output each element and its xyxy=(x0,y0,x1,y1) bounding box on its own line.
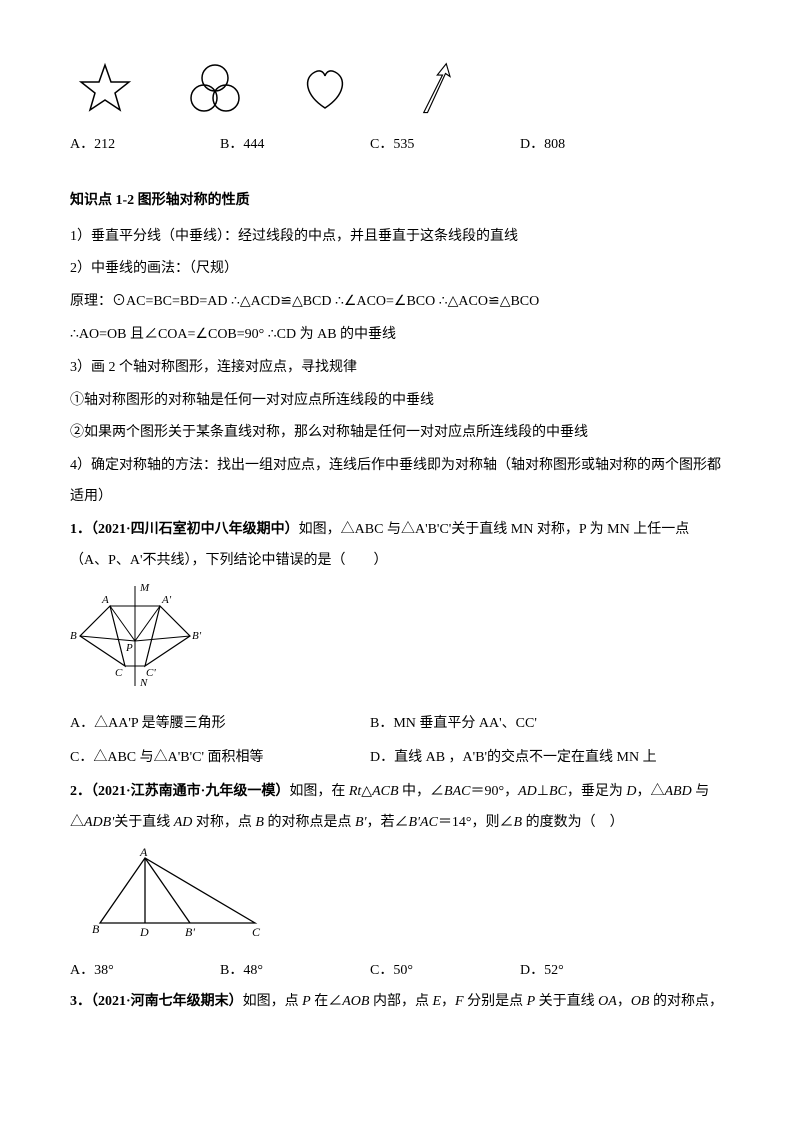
q2-t26: B xyxy=(514,815,523,830)
q2-label-Bp: B' xyxy=(185,925,195,938)
q3-t1: 如图，点 xyxy=(243,994,303,1009)
q2-t4: ACB xyxy=(372,784,398,799)
q2-t22: B' xyxy=(355,815,367,830)
q3-t7: ， xyxy=(441,994,455,1009)
q3-t10: P xyxy=(527,994,536,1009)
q2-label-D: D xyxy=(139,925,149,938)
q2-t17: 关于直线 xyxy=(114,815,174,830)
q3-t4: AOB xyxy=(342,994,369,1009)
q3-t13: ， xyxy=(617,994,631,1009)
q2-t7: ＝90°， xyxy=(470,784,518,799)
q1-option-b: B．MN 垂直平分 AA'、CC' xyxy=(370,709,670,740)
option-c: C．535 xyxy=(370,130,520,161)
section-title: 知识点 1-2 图形轴对称的性质 xyxy=(70,186,724,217)
q2-t25: ＝14°，则∠ xyxy=(438,815,514,830)
question-2: 2．（2021·江苏南通市·九年级一模）如图，在 Rt△ACB 中，∠BAC＝9… xyxy=(70,777,724,839)
q2-options: A．38° B．48° C．50° D．52° xyxy=(70,956,724,987)
q2-t5: 中，∠ xyxy=(399,784,445,799)
q2-t20: B xyxy=(255,815,264,830)
q2-t19: 对称，点 xyxy=(192,815,255,830)
q3-t14: OB xyxy=(631,994,650,1009)
line-3: 原理：⊙AC=BC=BD=AD ∴△ACD≌△BCD ∴∠ACO=∠BCO ∴△… xyxy=(70,287,724,318)
q2-t14: ABD xyxy=(664,784,691,799)
q2-label-C: C xyxy=(252,925,261,938)
label-A: A xyxy=(101,594,109,606)
q2-t1: 如图，在 xyxy=(289,784,349,799)
line-8: 4）确定对称轴的方法：找出一组对应点，连线后作中垂线即为对称轴（轴对称图形或轴对… xyxy=(70,451,724,513)
q1-option-d: D．直线 AB ，A'B'的交点不一定在直线 MN 上 xyxy=(370,743,670,774)
question-1: 1．（2021·四川石室初中八年级期中）如图，△ABC 与△A'B'C'关于直线… xyxy=(70,515,724,577)
q1-options: A．△AA'P 是等腰三角形 B．MN 垂直平分 AA'、CC' C．△ABC … xyxy=(70,709,724,777)
label-B: B xyxy=(70,630,77,642)
star-shape xyxy=(70,60,140,120)
q2-t13: ，△ xyxy=(636,784,664,799)
q2-label-B: B xyxy=(92,922,100,936)
q2-t2: Rt xyxy=(349,784,361,799)
q2-label-A: A xyxy=(139,848,148,859)
q2-t24: B'AC xyxy=(409,815,438,830)
q2-option-b: B．48° xyxy=(220,956,370,987)
q3-title-bold: 3．（2021·河南七年级期末） xyxy=(70,994,243,1009)
q1-option-a: A．△AA'P 是等腰三角形 xyxy=(70,709,370,740)
q3-t3: 在∠ xyxy=(311,994,343,1009)
q2-option-a: A．38° xyxy=(70,956,220,987)
q2-title-bold: 2．（2021·江苏南通市·九年级一模） xyxy=(70,784,289,799)
question-3: 3．（2021·河南七年级期末）如图，点 P 在∠AOB 内部，点 E，F 分别… xyxy=(70,987,724,1018)
label-Ap: A' xyxy=(161,594,172,606)
q3-t11: 关于直线 xyxy=(535,994,598,1009)
q2-t11: ，垂足为 xyxy=(567,784,627,799)
q2-t16: ADB' xyxy=(84,815,114,830)
q2-option-d: D．52° xyxy=(520,956,670,987)
line-4: ∴AO=OB 且∠COA=∠COB=90° ∴CD 为 AB 的中垂线 xyxy=(70,320,724,351)
q2-t3: △ xyxy=(361,784,372,799)
q3-t5: 内部，点 xyxy=(369,994,432,1009)
q3-t12: OA xyxy=(598,994,617,1009)
q2-t6: BAC xyxy=(444,784,470,799)
q2-option-c: C．50° xyxy=(370,956,520,987)
line-5: 3）画 2 个轴对称图形，连接对应点，寻找规律 xyxy=(70,353,724,384)
q3-t2: P xyxy=(302,994,311,1009)
heart-shape xyxy=(290,60,360,120)
q3-t6: E xyxy=(432,994,441,1009)
q2-t9: ⊥ xyxy=(537,784,549,799)
line-6: ①轴对称图形的对称轴是任何一对对应点所连线段的中垂线 xyxy=(70,386,724,417)
shapes-options: A．212 B．444 C．535 D．808 xyxy=(70,130,724,161)
q3-t15: 的对称点， xyxy=(649,994,723,1009)
q1-title-bold: 1．（2021·四川石室初中八年级期中） xyxy=(70,522,299,537)
q2-t27: 的度数为（ ） xyxy=(522,815,624,830)
symmetry-shapes-row xyxy=(70,60,724,120)
label-P: P xyxy=(125,642,133,654)
line-7: ②如果两个图形关于某条直线对称，那么对称轴是任何一对对应点所连线段的中垂线 xyxy=(70,418,724,449)
label-Cp: C' xyxy=(146,667,156,679)
q2-t12: D xyxy=(626,784,636,799)
option-d: D．808 xyxy=(520,130,670,161)
q1-diagram: M N A A' B B' P C C' xyxy=(70,581,724,704)
label-Bp: B' xyxy=(192,630,202,642)
three-circles-shape xyxy=(180,60,250,120)
label-C: C xyxy=(115,667,123,679)
q2-t21: 的对称点是点 xyxy=(264,815,355,830)
arrow-shape xyxy=(400,60,470,120)
option-a: A．212 xyxy=(70,130,220,161)
q3-t8: F xyxy=(455,994,464,1009)
q2-t10: BC xyxy=(549,784,567,799)
q2-t23: ，若∠ xyxy=(367,815,409,830)
q1-option-c: C．△ABC 与△A'B'C' 面积相等 xyxy=(70,743,370,774)
q2-diagram: A B D B' C xyxy=(90,848,724,951)
line-1: 1）垂直平分线（中垂线）：经过线段的中点，并且垂直于这条线段的直线 xyxy=(70,222,724,253)
q2-t8: AD xyxy=(518,784,537,799)
q3-t9: 分别是点 xyxy=(464,994,527,1009)
label-M: M xyxy=(139,582,150,594)
q2-t18: AD xyxy=(174,815,193,830)
line-2: 2）中垂线的画法：（尺规） xyxy=(70,254,724,285)
option-b: B．444 xyxy=(220,130,370,161)
